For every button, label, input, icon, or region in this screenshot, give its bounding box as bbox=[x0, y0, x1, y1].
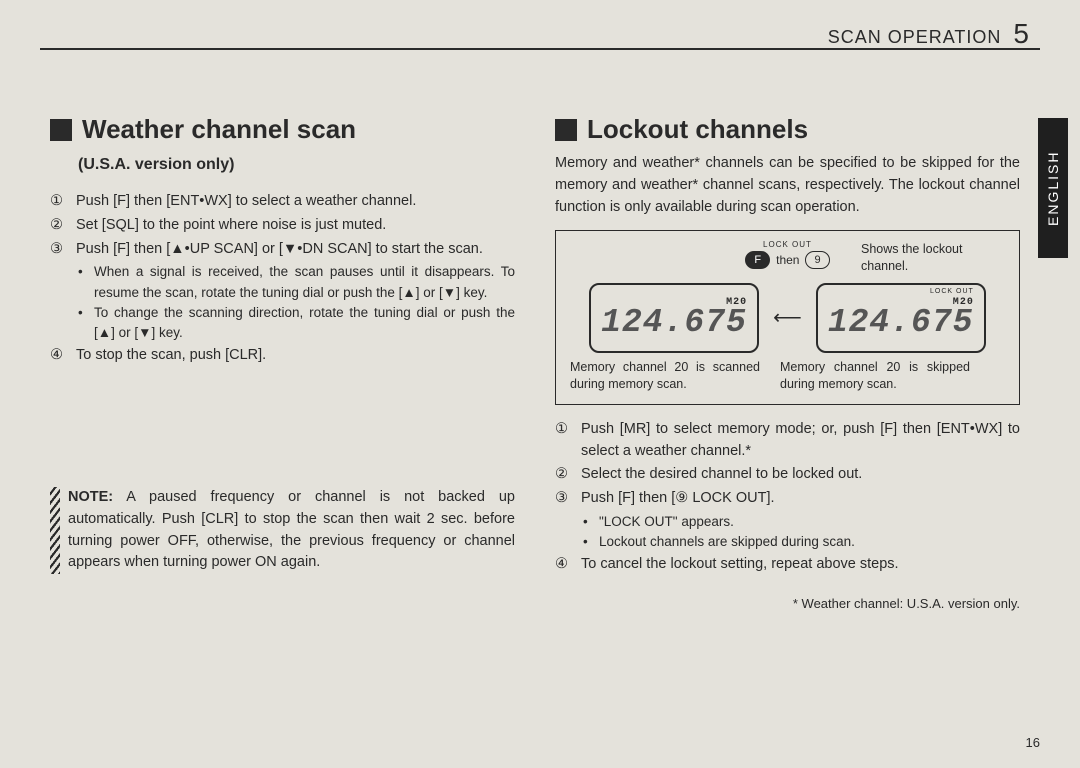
columns: Weather channel scan (U.S.A. version onl… bbox=[50, 110, 1020, 614]
step-text: Push [F] then [⑨ LOCK OUT]. bbox=[581, 488, 775, 510]
nine-key-icon: 9 bbox=[805, 251, 829, 269]
note-text: A paused frequency or channel is not bac… bbox=[68, 489, 515, 570]
top-caption: Shows the lockout channel. bbox=[861, 241, 1001, 274]
caption-left: Memory channel 20 is scanned during memo… bbox=[570, 359, 760, 392]
lockout-diagram: LOCK OUT F then 9 Shows the lockout chan… bbox=[555, 230, 1020, 405]
bullet-icon: • bbox=[78, 262, 88, 303]
square-bullet-icon bbox=[50, 119, 72, 141]
step-text: To stop the scan, push [CLR]. bbox=[76, 345, 266, 367]
r-step-4: ④ To cancel the lockout setting, repeat … bbox=[555, 554, 1020, 576]
lcd-after: LOCK OUT M20 124.675 bbox=[816, 283, 986, 353]
chapter-number: 5 bbox=[1013, 18, 1030, 49]
step3-bullet: • When a signal is received, the scan pa… bbox=[78, 262, 515, 303]
square-bullet-icon bbox=[555, 119, 577, 141]
r-step-2: ② Select the desired channel to be locke… bbox=[555, 464, 1020, 486]
step-1: ① Push [F] then [ENT•WX] to select a wea… bbox=[50, 191, 515, 213]
f-key-icon: F bbox=[745, 251, 770, 269]
manual-page: SCAN OPERATION 5 ENGLISH Weather channel… bbox=[0, 0, 1080, 768]
step-number: ② bbox=[555, 464, 573, 486]
language-tab: ENGLISH bbox=[1038, 118, 1068, 258]
right-column: Lockout channels Memory and weather* cha… bbox=[555, 110, 1020, 614]
step-number: ② bbox=[50, 215, 68, 237]
lcd-before: M20 124.675 bbox=[589, 283, 759, 353]
then-label: then bbox=[776, 251, 799, 269]
step-text: To cancel the lockout setting, repeat ab… bbox=[581, 554, 899, 576]
bullet-text: To change the scanning direction, rotate… bbox=[94, 303, 515, 344]
caption-right: Memory channel 20 is skipped during memo… bbox=[780, 359, 970, 392]
title-text: Lockout channels bbox=[587, 110, 808, 149]
weather-scan-subtitle: (U.S.A. version only) bbox=[78, 153, 515, 177]
r-step-1: ① Push [MR] to select memory mode; or, p… bbox=[555, 419, 1020, 463]
step-text: Push [F] then [▲•UP SCAN] or [▼•DN SCAN]… bbox=[76, 239, 483, 261]
bullet-icon: • bbox=[78, 303, 88, 344]
step-number: ④ bbox=[50, 345, 68, 367]
arrow-icon: ⟵ bbox=[773, 303, 802, 333]
step-2: ② Set [SQL] to the point where noise is … bbox=[50, 215, 515, 237]
note-label: NOTE: bbox=[68, 489, 113, 505]
step-number: ③ bbox=[555, 488, 573, 510]
r-step3-bullet: • Lockout channels are skipped during sc… bbox=[583, 532, 1020, 552]
step-4: ④ To stop the scan, push [CLR]. bbox=[50, 345, 515, 367]
lockout-title: Lockout channels bbox=[555, 110, 1020, 149]
r-step-3: ③ Push [F] then [⑨ LOCK OUT]. bbox=[555, 488, 1020, 510]
lockout-label: LOCK OUT bbox=[763, 239, 812, 251]
bullet-icon: • bbox=[583, 532, 593, 552]
page-header: SCAN OPERATION 5 bbox=[828, 18, 1030, 50]
bullet-text: Lockout channels are skipped during scan… bbox=[599, 532, 855, 552]
page-number: 16 bbox=[1026, 735, 1040, 750]
lcd-row: M20 124.675 ⟵ LOCK OUT M20 124.675 bbox=[570, 283, 1005, 353]
r-step3-bullet: • "LOCK OUT" appears. bbox=[583, 512, 1020, 532]
diagram-top-row: LOCK OUT F then 9 Shows the lockout chan… bbox=[570, 245, 1005, 275]
step-number: ③ bbox=[50, 239, 68, 261]
step-text: Push [MR] to select memory mode; or, pus… bbox=[581, 419, 1020, 463]
step-number: ① bbox=[555, 419, 573, 463]
lockout-intro: Memory and weather* channels can be spec… bbox=[555, 153, 1020, 218]
section-name: SCAN OPERATION bbox=[828, 27, 1002, 47]
step-3: ③ Push [F] then [▲•UP SCAN] or [▼•DN SCA… bbox=[50, 239, 515, 261]
footnote: * Weather channel: U.S.A. version only. bbox=[555, 594, 1020, 614]
step-text: Set [SQL] to the point where noise is ju… bbox=[76, 215, 386, 237]
bullet-text: When a signal is received, the scan paus… bbox=[94, 262, 515, 303]
step-number: ① bbox=[50, 191, 68, 213]
note-box: NOTE: A paused frequency or channel is n… bbox=[50, 487, 515, 574]
frequency-display: 124.675 bbox=[828, 298, 974, 348]
bullet-text: "LOCK OUT" appears. bbox=[599, 512, 734, 532]
left-column: Weather channel scan (U.S.A. version onl… bbox=[50, 110, 515, 614]
header-rule bbox=[40, 48, 1040, 50]
bullet-icon: • bbox=[583, 512, 593, 532]
step-text: Select the desired channel to be locked … bbox=[581, 464, 862, 486]
step-number: ④ bbox=[555, 554, 573, 576]
step3-bullet: • To change the scanning direction, rota… bbox=[78, 303, 515, 344]
frequency-display: 124.675 bbox=[601, 298, 747, 348]
title-text: Weather channel scan bbox=[82, 110, 356, 149]
weather-scan-title: Weather channel scan bbox=[50, 110, 515, 149]
diagram-captions: Memory channel 20 is scanned during memo… bbox=[570, 359, 1005, 392]
step-text: Push [F] then [ENT•WX] to select a weath… bbox=[76, 191, 416, 213]
